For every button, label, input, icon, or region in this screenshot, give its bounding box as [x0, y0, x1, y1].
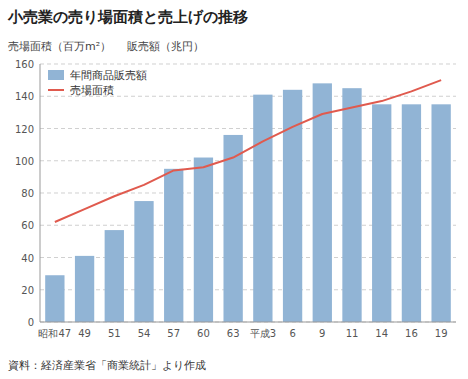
- y-axis: [40, 64, 41, 322]
- x-tick-label: 6: [289, 328, 295, 339]
- title: 小売業の売り場面積と売上げの推移: [7, 8, 248, 26]
- grid-line: [40, 322, 456, 323]
- source: 資料：経済産業省「商業統計」より作成: [8, 359, 206, 372]
- x-tick-label: 19: [435, 328, 448, 339]
- legend: 年間商品販売額売場面積: [48, 69, 147, 97]
- x-tick-label: 16: [405, 328, 418, 339]
- y-tick-label: 120: [15, 124, 34, 135]
- x-tick-label: 63: [227, 328, 240, 339]
- bar: [431, 104, 450, 322]
- y-tick-label: 0: [28, 317, 34, 328]
- line: [55, 80, 441, 222]
- x-tick-label: 57: [167, 328, 180, 339]
- bar: [164, 169, 183, 322]
- y-tick-label: 100: [15, 156, 34, 167]
- grid-line: [40, 160, 456, 161]
- x-tick-label: 49: [78, 328, 91, 339]
- bar: [253, 95, 272, 322]
- bar: [134, 201, 153, 322]
- bar: [372, 104, 391, 322]
- grid-line: [40, 257, 456, 258]
- legend-swatch: [48, 89, 64, 91]
- x-tick-label: 9: [319, 328, 325, 339]
- grid: [40, 64, 456, 322]
- x-tick-label: 14: [375, 328, 388, 339]
- y-tick-label: 160: [15, 59, 34, 70]
- grid-line: [40, 128, 456, 129]
- bar: [105, 230, 124, 322]
- plot-area: [45, 80, 451, 322]
- bar: [313, 83, 332, 322]
- legend-swatch: [48, 70, 64, 80]
- y-tick-label: 40: [21, 253, 34, 264]
- grid-line: [40, 64, 456, 65]
- bar: [342, 88, 361, 322]
- y-tick-label: 140: [15, 91, 34, 102]
- y-tick-label: 80: [21, 188, 34, 199]
- bar: [194, 158, 213, 322]
- grid-line: [40, 193, 456, 194]
- x-tick-label: 平成3: [250, 328, 276, 339]
- legend-label: 年間商品販売額: [70, 69, 147, 82]
- x-tick-label: 昭和47: [38, 328, 71, 339]
- x-axis: [40, 322, 456, 323]
- x-tick-label: 11: [346, 328, 359, 339]
- grid-line: [40, 225, 456, 226]
- legend-label: 売場面積: [70, 84, 114, 97]
- bar: [223, 135, 242, 322]
- x-tick-label: 60: [197, 328, 210, 339]
- axis-label: 売場面積（百万m²）: [8, 40, 111, 53]
- x-tick-label: 51: [108, 328, 121, 339]
- chart: 小売業の売り場面積と売上げの推移売場面積（百万m²） 販売額（兆円） 資料：経済産業…: [0, 0, 468, 379]
- y-tick-label: 60: [21, 220, 34, 231]
- x-tick-label: 54: [138, 328, 151, 339]
- bar: [75, 256, 94, 322]
- y-tick-label: 20: [21, 285, 34, 296]
- bar: [402, 104, 421, 322]
- axis-label: 販売額（兆円）: [127, 40, 204, 53]
- bar: [45, 275, 64, 322]
- grid-line: [40, 289, 456, 290]
